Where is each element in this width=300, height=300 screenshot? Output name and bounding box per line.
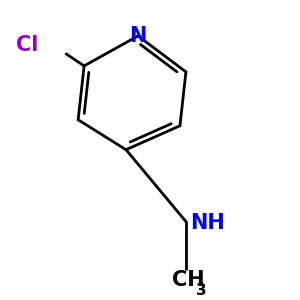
Text: 3: 3 bbox=[196, 283, 207, 298]
Text: NH: NH bbox=[190, 213, 225, 233]
Text: Cl: Cl bbox=[16, 35, 38, 55]
Text: N: N bbox=[129, 26, 147, 46]
Text: CH: CH bbox=[172, 270, 205, 290]
